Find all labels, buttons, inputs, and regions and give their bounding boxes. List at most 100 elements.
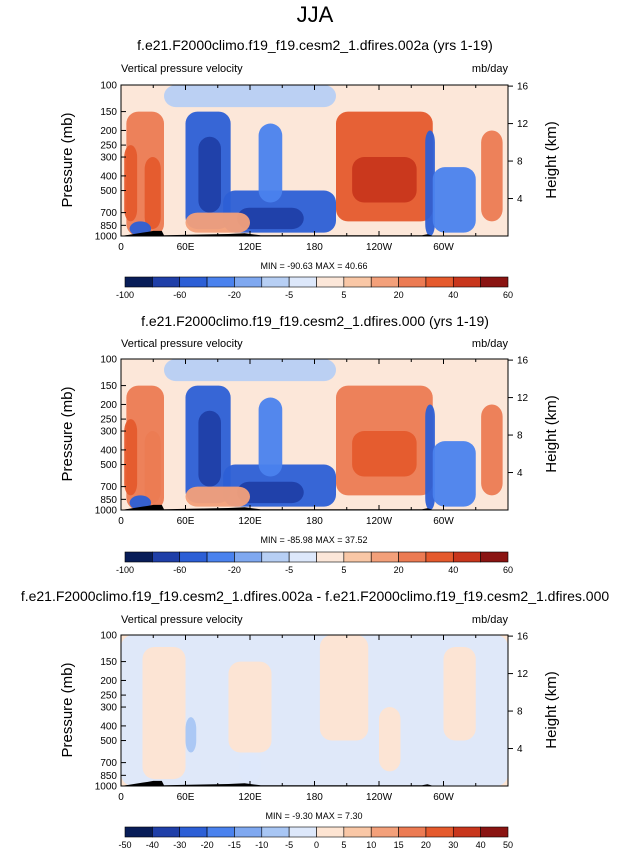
height-tick-label: 8 xyxy=(517,707,523,718)
height-tick-label: 4 xyxy=(517,744,523,755)
y-tick-label: 250 xyxy=(100,141,117,152)
contour-region xyxy=(198,136,221,213)
panel-3: f.e21.F2000climo.f19_f19.cesm2_1.dfires.… xyxy=(21,588,610,850)
y-tick-label: 100 xyxy=(100,81,117,92)
contour-region xyxy=(258,123,283,203)
colorbar-label: 40 xyxy=(476,840,486,850)
x-tick-label: 120W xyxy=(366,516,393,527)
colorbar-label: 5 xyxy=(341,840,346,850)
contour-region xyxy=(185,212,250,233)
contour-region xyxy=(121,635,508,786)
min-max-label: MIN = -9.30 MAX = 7.30 xyxy=(265,811,362,821)
x-tick-label: 0 xyxy=(118,792,124,803)
colorbar-swatch xyxy=(316,551,345,563)
figure-main-title: JJA xyxy=(297,2,334,27)
colorbar-swatch xyxy=(398,826,427,838)
height-tick-label: 8 xyxy=(517,431,523,442)
colorbar-label: 60 xyxy=(503,290,513,300)
colorbar-swatch xyxy=(234,826,263,838)
colorbar-swatch xyxy=(480,826,509,838)
colorbar-label: -60 xyxy=(173,290,186,300)
x-tick-label: 120W xyxy=(366,242,393,253)
colorbar-label: -15 xyxy=(228,840,241,850)
y-tick-label: 300 xyxy=(100,703,117,714)
y-tick-label: 250 xyxy=(100,691,117,702)
panel-title: f.e21.F2000climo.f19_f19.cesm2_1.dfires.… xyxy=(21,588,610,604)
colorbar-swatch xyxy=(452,551,481,563)
colorbar-swatch xyxy=(234,276,263,288)
colorbar-swatch xyxy=(206,551,235,563)
x-tick-label: 60E xyxy=(177,516,195,527)
panel-title: f.e21.F2000climo.f19_f19.cesm2_1.dfires.… xyxy=(137,37,493,53)
contour-region xyxy=(432,167,476,233)
units-string: mb/day xyxy=(472,63,509,75)
colorbar-swatch xyxy=(288,826,317,838)
y-axis-label-right: Height (km) xyxy=(543,395,560,473)
colorbar-swatch xyxy=(124,826,153,838)
y-axis-label: Pressure (mb) xyxy=(59,662,76,757)
contour-region xyxy=(144,431,161,504)
panel-1: f.e21.F2000climo.f19_f19.cesm2_1.dfires.… xyxy=(59,37,560,300)
y-tick-label: 850 xyxy=(100,495,117,506)
colorbar-label: -5 xyxy=(285,290,293,300)
contour-region xyxy=(144,157,161,230)
y-axis-label: Pressure (mb) xyxy=(59,112,76,207)
units-string: mb/day xyxy=(472,338,509,350)
colorbar-label: 10 xyxy=(366,840,376,850)
contour-region xyxy=(164,85,336,108)
y-tick-label: 500 xyxy=(100,460,117,471)
x-tick-label: 180 xyxy=(306,242,323,253)
contour-region xyxy=(237,207,304,230)
contour-region xyxy=(425,404,435,510)
contour-region xyxy=(319,635,369,741)
colorbar-swatch xyxy=(261,551,290,563)
colorbar-swatch xyxy=(425,551,454,563)
colorbar-swatch xyxy=(234,551,263,563)
units-string: mb/day xyxy=(472,614,509,626)
colorbar-swatch xyxy=(179,826,208,838)
colorbar-swatch xyxy=(206,276,235,288)
colorbar-label: -100 xyxy=(116,290,134,300)
contour-region xyxy=(124,419,138,496)
colorbar-swatch xyxy=(261,276,290,288)
x-tick-label: 180 xyxy=(306,792,323,803)
colorbar: -100 -60 -20 -5 5 20 40 60 xyxy=(116,276,513,300)
colorbar-label: 60 xyxy=(503,565,513,575)
height-tick-label: 16 xyxy=(517,82,529,93)
x-tick-label: 120E xyxy=(238,792,262,803)
y-tick-label: 150 xyxy=(100,107,117,118)
left-string: Vertical pressure velocity xyxy=(121,614,243,626)
colorbar-swatch xyxy=(425,826,454,838)
colorbar-swatch xyxy=(343,551,372,563)
y-tick-label: 500 xyxy=(100,736,117,747)
colorbar-label: -20 xyxy=(201,840,214,850)
y-axis-label-right: Height (km) xyxy=(543,121,560,199)
y-tick-label: 400 xyxy=(100,171,117,182)
height-tick-label: 16 xyxy=(517,356,529,367)
colorbar-label: -10 xyxy=(255,840,268,850)
y-tick-label: 700 xyxy=(100,758,117,769)
colorbar-swatch xyxy=(316,826,345,838)
colorbar-label: 15 xyxy=(394,840,404,850)
contour-region xyxy=(432,441,476,507)
contour-region xyxy=(185,486,250,507)
contour-region xyxy=(379,707,401,772)
y-tick-label: 200 xyxy=(100,676,117,687)
x-tick-label: 180 xyxy=(306,516,323,527)
contour-region xyxy=(425,130,435,236)
contour-region xyxy=(443,646,476,741)
y-tick-label: 100 xyxy=(100,355,117,366)
colorbar-label: 40 xyxy=(448,290,458,300)
colorbar-label: -5 xyxy=(285,840,293,850)
colorbar-label: -40 xyxy=(146,840,159,850)
colorbar-swatch xyxy=(480,551,509,563)
colorbar-swatch xyxy=(398,551,427,563)
colorbar-swatch xyxy=(425,276,454,288)
colorbar-swatch xyxy=(452,826,481,838)
x-tick-label: 0 xyxy=(118,242,124,253)
y-axis-label-right: Height (km) xyxy=(543,671,560,749)
contour-region xyxy=(237,481,304,504)
y-tick-label: 300 xyxy=(100,427,117,438)
